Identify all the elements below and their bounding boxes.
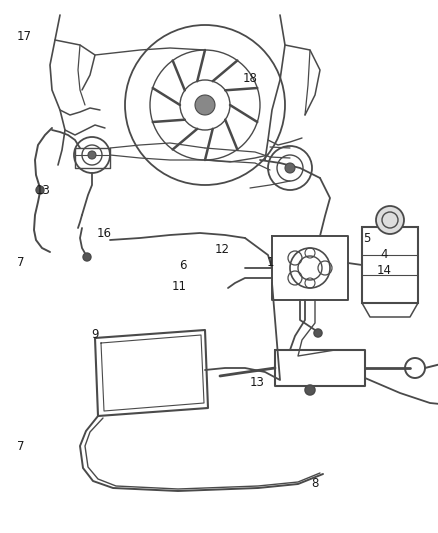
Text: 4: 4	[381, 248, 389, 261]
Text: 8: 8	[311, 478, 318, 490]
Circle shape	[305, 385, 315, 395]
Bar	[362, 227, 418, 303]
Circle shape	[83, 253, 91, 261]
Circle shape	[88, 151, 96, 159]
Text: 7: 7	[17, 256, 25, 269]
Text: 13: 13	[250, 376, 265, 389]
Circle shape	[314, 329, 322, 337]
Text: 7: 7	[17, 440, 25, 453]
Circle shape	[195, 95, 215, 115]
Text: 17: 17	[17, 30, 32, 43]
Text: 13: 13	[35, 184, 50, 197]
Text: 11: 11	[171, 280, 186, 293]
Text: 1: 1	[267, 256, 275, 269]
Text: 5: 5	[364, 232, 371, 245]
Text: 9: 9	[92, 328, 99, 341]
Text: 14: 14	[377, 264, 392, 277]
Circle shape	[285, 163, 295, 173]
Circle shape	[36, 186, 44, 194]
Text: 6: 6	[179, 259, 187, 272]
Text: 18: 18	[242, 72, 257, 85]
Circle shape	[376, 206, 404, 234]
Text: 12: 12	[215, 243, 230, 256]
Text: 16: 16	[97, 227, 112, 240]
